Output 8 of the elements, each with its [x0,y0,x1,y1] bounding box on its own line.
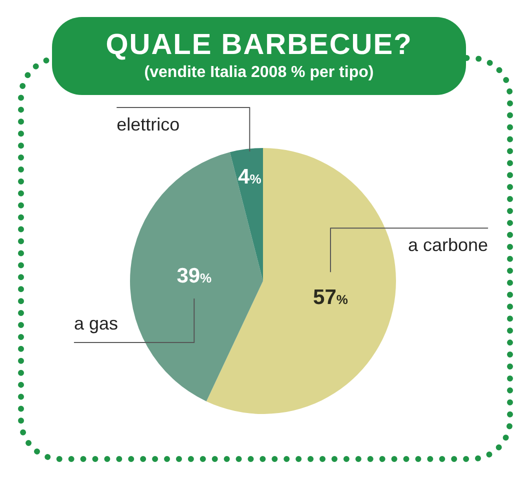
chart-title: QUALE BARBECUE? [104,29,414,61]
chart-subtitle: (vendite Italia 2008 % per tipo) [143,63,375,82]
slice-label: a carbone [408,235,488,256]
data-label: 57% [313,286,348,310]
data-label: 39% [176,264,212,288]
slice-label: elettrico [116,114,180,134]
slice-label: a gas [74,313,118,334]
data-label: 4% [238,165,262,188]
